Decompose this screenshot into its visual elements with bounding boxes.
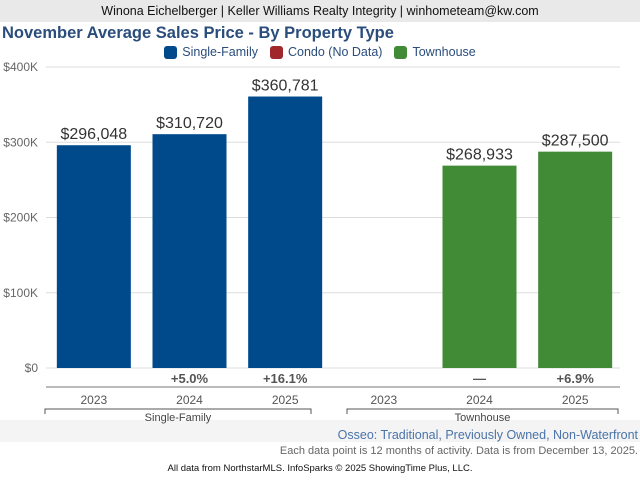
group-label: Single-Family (145, 412, 212, 424)
bar-chart: $0 $100K $200K $300K $400K $296,048 2023 $310,7… (3, 60, 620, 424)
legend-item-townhouse[interactable]: Townhouse (394, 45, 476, 59)
legend-label: Condo (No Data) (287, 45, 383, 59)
chart-subtitle: Osseo: Traditional, Previously Owned, No… (337, 428, 638, 442)
x-tick-label: 2023 (80, 393, 107, 407)
bar-townhouse-2024 (442, 165, 517, 368)
legend-item-condo[interactable]: Condo (No Data) (269, 45, 383, 59)
legend-label: Single-Family (182, 45, 258, 59)
data-label: $296,048 (60, 126, 127, 143)
bar-townhouse-2025 (538, 151, 613, 368)
y-tick-label: $100K (3, 286, 38, 300)
data-note: Each data point is 12 months of activity… (279, 445, 638, 457)
x-tick-label: 2025 (272, 393, 299, 407)
data-label: $268,933 (446, 147, 513, 164)
legend-swatch-condo (269, 45, 283, 59)
data-label: $310,720 (156, 115, 223, 132)
chart-title: November Average Sales Price - By Proper… (2, 24, 394, 42)
change-label: +16.1% (263, 371, 308, 386)
legend: Single-Family Condo (No Data) Townhouse (0, 45, 640, 59)
y-tick-label: $200K (3, 211, 38, 225)
data-label: $360,781 (252, 78, 319, 95)
x-tick-label: 2024 (176, 393, 203, 407)
x-tick-label: 2024 (466, 393, 493, 407)
legend-swatch-single-family (164, 45, 178, 59)
y-tick-label: $0 (25, 361, 39, 375)
legend-label: Townhouse (412, 45, 476, 59)
change-label: +5.0% (171, 371, 209, 386)
y-tick-label: $300K (3, 135, 38, 149)
bar-single-family-2024 (152, 134, 227, 368)
subtitle-band (0, 420, 640, 442)
group-bracket (346, 408, 619, 414)
x-tick-label: 2025 (562, 393, 589, 407)
legend-item-single-family[interactable]: Single-Family (164, 45, 258, 59)
footer-credit: All data from NorthstarMLS. InfoSparks ©… (167, 463, 473, 474)
group-bracket (44, 408, 312, 414)
y-tick-label: $400K (3, 60, 38, 74)
x-tick-label: 2023 (370, 393, 397, 407)
change-label: — (473, 371, 486, 386)
legend-swatch-townhouse (394, 45, 408, 59)
bar-single-family-2023 (56, 145, 131, 368)
agent-header: Winona Eichelberger | Keller Williams Re… (0, 0, 640, 22)
change-label: +6.9% (557, 371, 595, 386)
bar-single-family-2025 (248, 96, 323, 368)
data-label: $287,500 (542, 133, 609, 150)
group-label: Townhouse (455, 412, 511, 424)
